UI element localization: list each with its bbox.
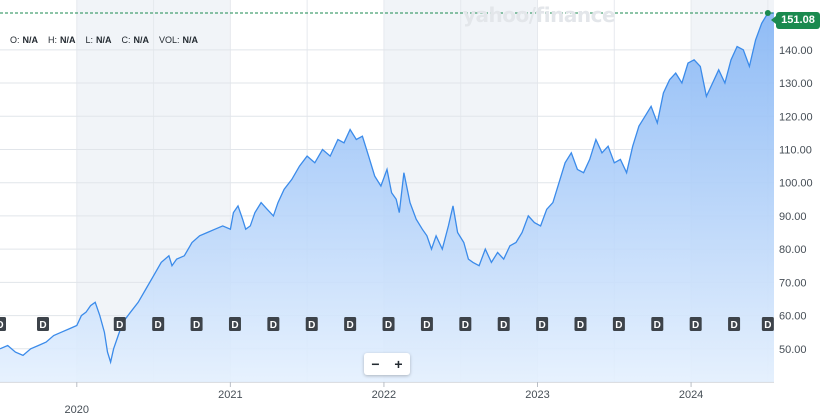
yahoo-finance-watermark: yahoo/finance <box>463 3 616 27</box>
x-tick-label: 2020 <box>65 404 89 416</box>
zoom-out-button[interactable]: − <box>371 356 380 372</box>
close-readout: C: N/A <box>121 35 150 45</box>
svg-text:D: D <box>385 320 392 331</box>
dividend-marker[interactable]: D <box>459 317 472 331</box>
svg-text:D: D <box>730 320 737 331</box>
y-tick-label: 110.00 <box>779 144 812 156</box>
svg-text:D: D <box>654 320 661 331</box>
high-readout: H: N/A <box>48 35 76 45</box>
svg-text:D: D <box>764 320 771 331</box>
dividend-marker[interactable]: D <box>228 317 241 331</box>
dividend-marker[interactable]: D <box>574 317 587 331</box>
y-tick-label: 80.00 <box>779 244 807 256</box>
svg-text:D: D <box>423 320 430 331</box>
low-readout: L: N/A <box>85 35 112 45</box>
y-axis: 50.00 60.00 70.00 80.00 90.00 100.00 110.00 120… <box>779 45 813 356</box>
dividend-marker[interactable]: D <box>152 317 165 331</box>
x-axis: 2020 2021 2022 2023 2024 <box>65 382 703 416</box>
open-readout: O: N/A <box>10 35 39 45</box>
dividend-marker[interactable]: D <box>761 317 774 331</box>
svg-text:D: D <box>538 320 545 331</box>
svg-text:D: D <box>270 320 277 331</box>
dividend-marker[interactable]: D <box>689 317 702 331</box>
y-tick-label: 140.00 <box>779 45 813 57</box>
dividend-marker[interactable]: D <box>420 317 433 331</box>
svg-text:D: D <box>692 320 699 331</box>
current-price-dot <box>764 10 771 17</box>
dividend-marker[interactable]: D <box>382 317 395 331</box>
svg-text:D: D <box>193 320 200 331</box>
volume-readout: VOL: N/A <box>159 35 199 45</box>
y-tick-label: 100.00 <box>779 178 813 190</box>
dividend-marker[interactable]: D <box>344 317 357 331</box>
dividend-marker[interactable]: D <box>37 317 49 331</box>
zoom-controls: − + <box>364 353 410 375</box>
current-price-badge: 151.08 <box>771 12 820 29</box>
svg-text:D: D <box>347 320 354 331</box>
svg-text:D: D <box>155 320 162 331</box>
zoom-in-button[interactable]: + <box>394 356 403 372</box>
y-tick-label: 90.00 <box>779 211 807 223</box>
y-tick-label: 70.00 <box>779 277 807 289</box>
x-tick-label: 2021 <box>218 389 242 401</box>
dividend-marker[interactable]: D <box>651 317 664 331</box>
x-tick-label: 2022 <box>372 389 396 401</box>
y-tick-label: 50.00 <box>779 344 807 356</box>
dividend-marker[interactable]: D <box>612 317 625 331</box>
ohlc-readout: O: N/A H: N/A L: N/A C: N/A VOL: N/A <box>10 35 198 45</box>
dividend-marker[interactable]: D <box>305 317 318 331</box>
x-tick-label: 2024 <box>679 389 703 401</box>
y-tick-label: 120.00 <box>779 111 813 123</box>
dividend-markers: DDDDDDDDDDDDDDDDDDDD <box>0 317 774 331</box>
svg-text:D: D <box>231 320 238 331</box>
svg-text:D: D <box>577 320 584 331</box>
svg-text:D: D <box>0 320 4 331</box>
svg-text:D: D <box>462 320 469 331</box>
y-tick-label: 130.00 <box>779 78 813 90</box>
price-area-fill <box>0 13 774 382</box>
dividend-marker[interactable]: D <box>113 317 126 331</box>
dividend-marker[interactable]: D <box>267 317 280 331</box>
svg-text:D: D <box>39 320 46 331</box>
dividend-marker[interactable]: D <box>536 317 549 331</box>
x-tick-label: 2023 <box>525 389 549 401</box>
svg-text:D: D <box>500 320 507 331</box>
dividend-marker[interactable]: D <box>190 317 203 331</box>
svg-text:D: D <box>308 320 315 331</box>
y-tick-label: 60.00 <box>779 311 807 323</box>
svg-text:D: D <box>615 320 622 331</box>
dividend-marker[interactable]: D <box>728 317 741 331</box>
dividend-marker[interactable]: D <box>0 317 6 331</box>
svg-text:D: D <box>116 320 123 331</box>
dividend-marker[interactable]: D <box>497 317 510 331</box>
